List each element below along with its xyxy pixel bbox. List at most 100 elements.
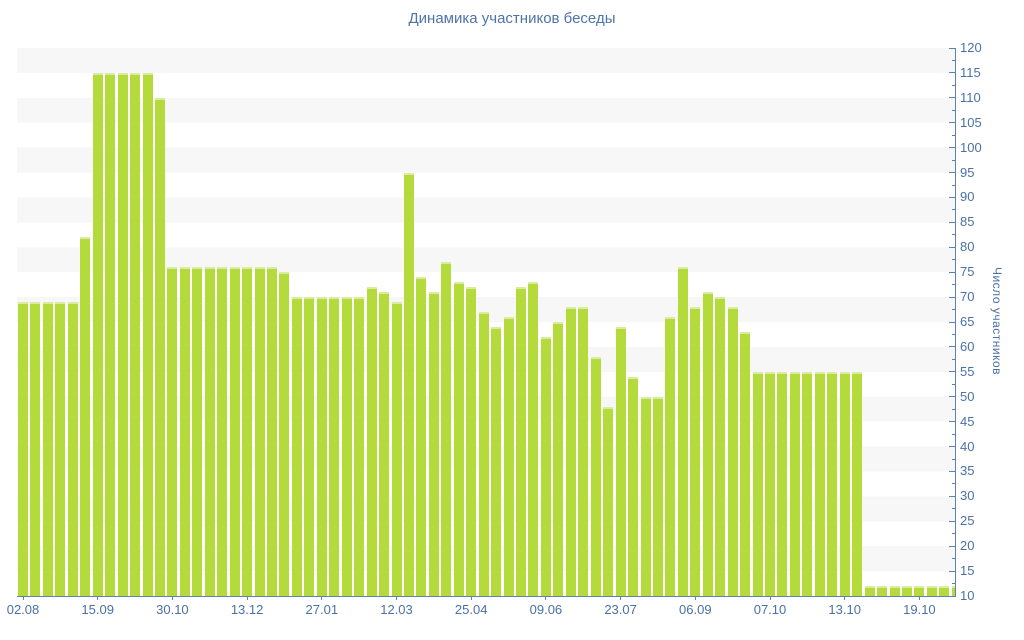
x-tick-label: 06.09 (679, 602, 712, 617)
y-axis-major-tick (949, 520, 955, 522)
y-axis-major-tick (949, 346, 955, 348)
bar (615, 327, 626, 596)
bar (578, 307, 589, 596)
x-tick-label: 12.03 (380, 602, 413, 617)
y-axis-minor-tick (952, 59, 955, 61)
bar (341, 297, 352, 596)
y-axis-minor-tick (952, 159, 955, 161)
x-axis-tick (97, 596, 99, 600)
y-tick-label: 90 (960, 189, 975, 205)
x-axis-tick (22, 596, 24, 600)
bar (553, 322, 564, 596)
y-axis-major-tick (949, 495, 955, 497)
bar (42, 302, 53, 596)
bar (379, 292, 390, 596)
y-tick-label: 75 (960, 264, 975, 280)
y-axis-major-tick (949, 271, 955, 273)
x-tick-label: 27.01 (305, 602, 339, 617)
y-tick-label: 115 (960, 64, 981, 80)
bar (428, 292, 439, 596)
bar (117, 72, 128, 596)
bar (55, 302, 66, 596)
bar (366, 287, 377, 596)
bar (702, 292, 713, 596)
y-axis-minor-tick (952, 533, 955, 535)
x-axis-tick (694, 596, 696, 600)
bar (478, 312, 489, 596)
y-tick-label: 30 (960, 488, 975, 504)
y-axis-minor-tick (952, 84, 955, 86)
y-tick-label: 45 (960, 413, 975, 429)
bar (814, 371, 825, 596)
bar (677, 267, 688, 596)
bar (179, 267, 190, 596)
y-axis-minor-tick (952, 134, 955, 136)
bar (80, 237, 91, 596)
bar (354, 297, 365, 596)
bar (105, 72, 116, 596)
bar (291, 297, 302, 596)
bar (142, 72, 153, 596)
x-axis-tick (844, 596, 846, 600)
bar (304, 297, 315, 596)
bar (18, 302, 28, 596)
bar (951, 586, 955, 596)
bar (204, 267, 215, 596)
bar (901, 586, 912, 596)
y-tick-label: 40 (960, 438, 975, 454)
y-tick-label: 95 (960, 164, 975, 180)
bar (603, 406, 614, 596)
plot-area (17, 48, 956, 597)
y-tick-label: 65 (960, 314, 975, 329)
bar (640, 396, 651, 596)
y-axis-minor-tick (952, 358, 955, 360)
x-axis-tick (769, 596, 771, 600)
bar (391, 302, 402, 596)
y-axis-major-tick (949, 47, 955, 49)
y-tick-label: 110 (960, 89, 981, 105)
bar (192, 267, 203, 596)
y-axis-minor-tick (952, 583, 955, 585)
bar (590, 356, 601, 596)
x-tick-label: 19.10 (903, 602, 936, 617)
x-axis-tick (918, 596, 920, 600)
y-tick-label: 20 (960, 538, 975, 554)
y-axis-major-tick (949, 371, 955, 373)
y-tick-label: 25 (960, 513, 975, 529)
y-tick-label: 10 (960, 588, 975, 603)
x-tick-label: 13.12 (230, 602, 264, 617)
bar (889, 586, 900, 596)
y-axis-major-tick (949, 421, 955, 423)
bar (665, 317, 676, 596)
bar (167, 267, 178, 596)
x-axis-tick (396, 596, 397, 600)
y-axis-minor-tick (952, 383, 955, 385)
bar (154, 97, 165, 596)
bar (715, 297, 726, 596)
bar (242, 267, 253, 596)
y-axis-minor-tick (952, 184, 955, 186)
bar (628, 376, 639, 596)
y-axis-major-tick (949, 470, 955, 472)
bar (540, 336, 551, 596)
bar (652, 396, 663, 596)
bar (491, 327, 502, 596)
y-axis-major-tick (949, 196, 955, 198)
x-tick-label: 30.10 (156, 602, 189, 617)
y-axis-major-tick (949, 221, 955, 223)
bar (914, 586, 925, 596)
bar (316, 297, 327, 596)
y-axis-minor-tick (952, 483, 955, 485)
y-axis-major-tick (949, 545, 955, 547)
y-tick-label: 80 (960, 239, 975, 255)
x-axis-tick (470, 596, 472, 600)
y-axis-major-tick (949, 72, 955, 74)
bar (926, 586, 937, 596)
y-axis-major-tick (949, 122, 955, 124)
x-axis-tick (545, 596, 547, 600)
y-axis-major-tick (949, 296, 955, 298)
x-tick-label: 15.09 (81, 602, 114, 617)
y-tick-label: 70 (960, 289, 975, 305)
y-axis-major-tick (949, 97, 955, 99)
bar (839, 371, 850, 596)
